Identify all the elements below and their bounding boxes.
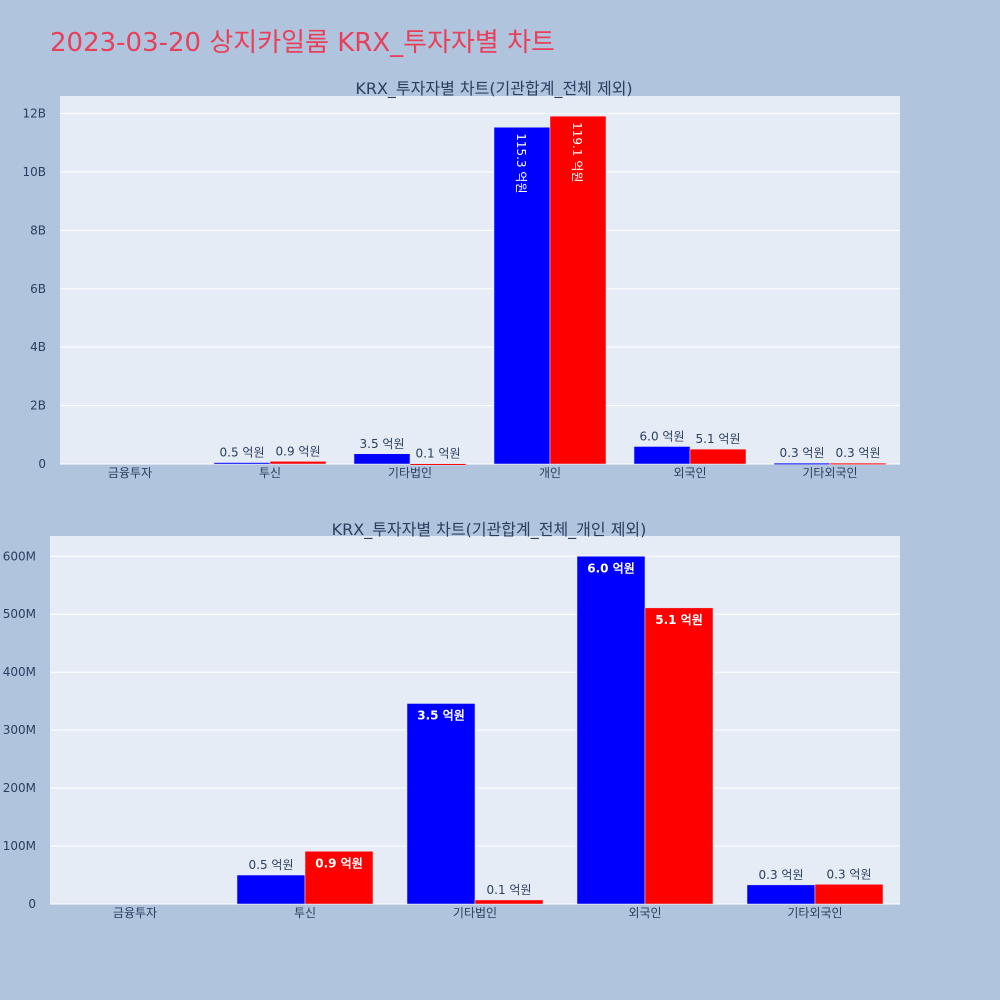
bar-기타법인-series-1 (353, 453, 411, 465)
y-tick-label: 100M (3, 839, 36, 853)
y-tick-label: 200M (3, 781, 36, 795)
data-label: 5.1 억원 (696, 432, 741, 446)
x-tick-label: 기타법인 (388, 466, 432, 480)
y-tick-label: 4B (30, 340, 46, 354)
y-tick-label: 2B (30, 399, 46, 413)
y-tick-label: 0 (38, 457, 46, 471)
page-title: 2023-03-20 상지카일룸 KRX_투자자별 차트 (50, 28, 555, 58)
x-tick-label: 투신 (259, 466, 281, 480)
y-tick-label: 0 (28, 897, 36, 911)
data-label: 0.5 억원 (220, 446, 265, 460)
x-tick-label: 기타외국인 (802, 466, 857, 480)
x-tick-label: 금융투자 (113, 906, 157, 920)
bar-투신-series-1 (213, 462, 271, 465)
bar-기타외국인-series-2 (814, 884, 884, 905)
bar-외국인-series-1 (576, 556, 646, 905)
y-tick-label: 10B (22, 165, 46, 179)
y-tick-label: 12B (22, 107, 46, 121)
y-tick-label: 300M (3, 723, 36, 737)
data-label: 0.3 억원 (780, 446, 825, 460)
x-tick-label: 외국인 (628, 906, 661, 920)
bar-개인-series-1 (493, 127, 551, 465)
bar-외국인-series-2 (644, 607, 714, 905)
x-tick-label: 기타외국인 (787, 906, 842, 920)
plot-area (60, 96, 900, 464)
bar-기타외국인-series-1 (773, 462, 831, 465)
y-tick-label: 6B (30, 282, 46, 296)
bar-투신-series-1 (236, 874, 306, 905)
data-label: 0.3 억원 (827, 867, 872, 881)
x-tick-label: 금융투자 (108, 466, 152, 480)
data-label: 119.1 억원 (570, 122, 584, 182)
y-tick-label: 500M (3, 607, 36, 621)
bar-기타법인-series-2 (474, 899, 544, 905)
data-label: 0.1 억원 (416, 447, 461, 461)
bar-개인-series-2 (549, 115, 607, 465)
bar-기타법인-series-1 (406, 703, 476, 905)
bar-기타법인-series-2 (409, 463, 467, 466)
bar-기타외국인-series-1 (746, 884, 816, 905)
data-label: 115.3 억원 (514, 133, 528, 193)
data-label: 0.9 억원 (276, 444, 321, 458)
y-tick-label: 8B (30, 223, 46, 237)
data-label: 6.0 억원 (587, 561, 635, 575)
chart-2: KRX_투자자별 차트(기관합계_전체_개인 제외) 0 100M 200M 300M 4… (3, 520, 900, 920)
data-label: 0.1 억원 (487, 883, 532, 897)
x-tick-label: 외국인 (673, 466, 706, 480)
x-tick-label: 개인 (539, 466, 561, 480)
bar-투신-series-2 (269, 461, 327, 465)
data-label: 0.5 억원 (249, 858, 294, 872)
data-label: 3.5 억원 (417, 708, 465, 722)
bar-외국인-series-2 (689, 448, 747, 465)
bar-기타외국인-series-2 (829, 462, 887, 465)
chart-title: KRX_투자자별 차트(기관합계_전체_개인 제외) (332, 520, 647, 540)
data-label: 3.5 억원 (360, 437, 405, 451)
data-label: 0.9 억원 (315, 856, 363, 870)
bar-외국인-series-1 (633, 446, 691, 465)
chart-1: KRX_투자자별 차트(기관합계_전체 제외) 0 2B 4B 6B 8B 10B 12B 금융… (22, 79, 900, 480)
data-label: 6.0 억원 (640, 429, 685, 443)
x-tick-label: 기타법인 (453, 906, 497, 920)
x-tick-label: 투신 (294, 906, 316, 920)
data-label: 0.3 억원 (836, 446, 881, 460)
data-label: 0.3 억원 (759, 868, 804, 882)
y-tick-label: 600M (3, 549, 36, 563)
y-tick-label: 400M (3, 665, 36, 679)
chart-title: KRX_투자자별 차트(기관합계_전체 제외) (355, 79, 632, 99)
data-label: 5.1 억원 (655, 613, 703, 627)
bar-투신-series-2 (304, 851, 374, 905)
